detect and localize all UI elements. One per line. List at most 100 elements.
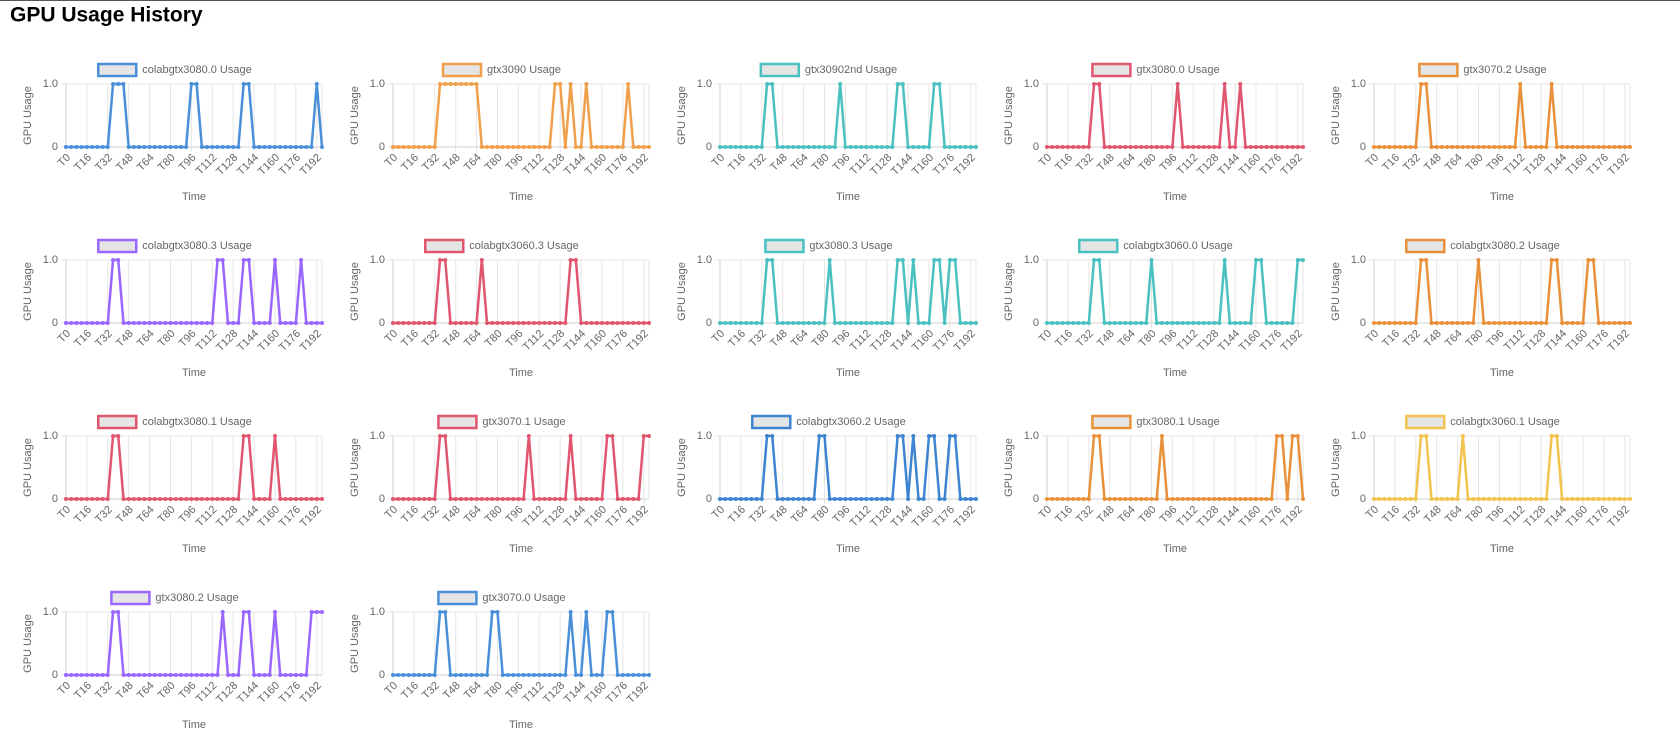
data-point — [111, 434, 116, 438]
data-point — [1439, 497, 1444, 501]
data-point — [780, 497, 785, 501]
data-point — [278, 145, 283, 149]
x-tick-label: T112 — [1502, 152, 1528, 178]
data-point — [396, 145, 401, 149]
data-point — [916, 321, 921, 325]
data-point — [1486, 497, 1491, 501]
series-line — [393, 258, 649, 325]
data-point — [552, 497, 557, 501]
x-tick-label: T0 — [383, 152, 401, 170]
x-tick-label: T16 — [399, 504, 421, 526]
y-axis-title: GPU Usage — [1330, 438, 1342, 497]
x-tick-label: T32 — [1401, 328, 1423, 350]
data-point — [1295, 145, 1300, 149]
data-point — [869, 321, 874, 325]
data-point — [278, 673, 283, 677]
x-tick-label: T144 — [235, 152, 261, 178]
series-line — [66, 82, 324, 149]
data-point — [411, 321, 416, 325]
data-point — [205, 673, 210, 677]
data-point — [469, 82, 474, 86]
data-point — [812, 497, 817, 501]
x-axis-title: Time — [836, 191, 860, 203]
legend-item: gtx3070.1 Usage — [437, 414, 566, 430]
data-point — [744, 145, 749, 149]
data-point — [320, 145, 324, 149]
legend-item: colabgtx3080.1 Usage — [97, 414, 252, 430]
data-point — [547, 673, 552, 677]
data-point — [84, 497, 89, 501]
data-point — [205, 145, 210, 149]
data-point — [827, 497, 832, 501]
data-point — [1497, 321, 1502, 325]
x-axis-title: Time — [1490, 543, 1514, 555]
x-tick-label: T128 — [1522, 328, 1548, 354]
data-point — [521, 497, 526, 501]
data-point — [1102, 145, 1107, 149]
x-axis-title: Time — [509, 367, 533, 379]
data-point — [1154, 497, 1159, 501]
legend-swatch — [751, 414, 792, 430]
data-point — [822, 434, 827, 438]
data-point — [126, 321, 131, 325]
data-point — [299, 258, 304, 262]
data-point — [427, 673, 432, 677]
data-point — [288, 673, 293, 677]
x-tick-label: T144 — [562, 680, 588, 706]
data-point — [1392, 321, 1397, 325]
data-point — [231, 673, 236, 677]
data-point — [1580, 145, 1585, 149]
data-point — [864, 497, 869, 501]
data-point — [1144, 321, 1149, 325]
chart: 01.0T0T16T32T48T64T80T96T112T128T144T160… — [349, 238, 651, 379]
data-point — [759, 321, 764, 325]
data-point — [406, 145, 411, 149]
x-tick-label: T192 — [298, 152, 324, 178]
data-point — [262, 321, 267, 325]
data-point — [469, 673, 474, 677]
legend-swatch — [1405, 238, 1446, 254]
data-point — [500, 321, 505, 325]
data-point — [1159, 321, 1164, 325]
data-point — [448, 321, 453, 325]
legend-item: colabgtx3080.0 Usage — [97, 62, 252, 78]
data-point — [189, 321, 194, 325]
data-point — [90, 321, 95, 325]
chart: 01.0T0T16T32T48T64T80T96T112T128T144T160… — [349, 590, 651, 731]
data-point — [1507, 321, 1512, 325]
data-point — [147, 321, 152, 325]
data-point — [184, 497, 189, 501]
data-point — [937, 497, 942, 501]
x-tick-label: T192 — [625, 680, 651, 706]
x-tick-label: T112 — [194, 328, 220, 354]
data-point — [304, 321, 309, 325]
data-point — [490, 497, 495, 501]
data-point — [1102, 497, 1107, 501]
data-point — [605, 434, 610, 438]
x-tick-label: T32 — [420, 328, 442, 350]
data-point — [1253, 497, 1258, 501]
data-point — [1528, 497, 1533, 501]
x-tick-label: T176 — [277, 152, 303, 178]
data-point — [547, 145, 552, 149]
data-point — [453, 673, 458, 677]
data-point — [584, 321, 589, 325]
data-point — [438, 434, 443, 438]
x-tick-label: T144 — [889, 152, 915, 178]
data-point — [1248, 497, 1253, 501]
x-tick-label: T16 — [72, 504, 94, 526]
data-point — [1586, 497, 1591, 501]
data-point — [563, 497, 568, 501]
y-tick-label: 0 — [1360, 317, 1366, 329]
x-tick-label: T160 — [910, 328, 936, 354]
chart: 01.0T0T16T32T48T64T80T96T112T128T144T160… — [1330, 414, 1632, 555]
data-point — [1159, 434, 1164, 438]
data-point — [427, 321, 432, 325]
data-point — [1227, 321, 1232, 325]
x-tick-label: T144 — [235, 504, 261, 530]
x-tick-label: T16 — [726, 504, 748, 526]
data-point — [1565, 145, 1570, 149]
data-point — [610, 610, 615, 614]
data-point — [267, 497, 272, 501]
data-point — [626, 497, 631, 501]
